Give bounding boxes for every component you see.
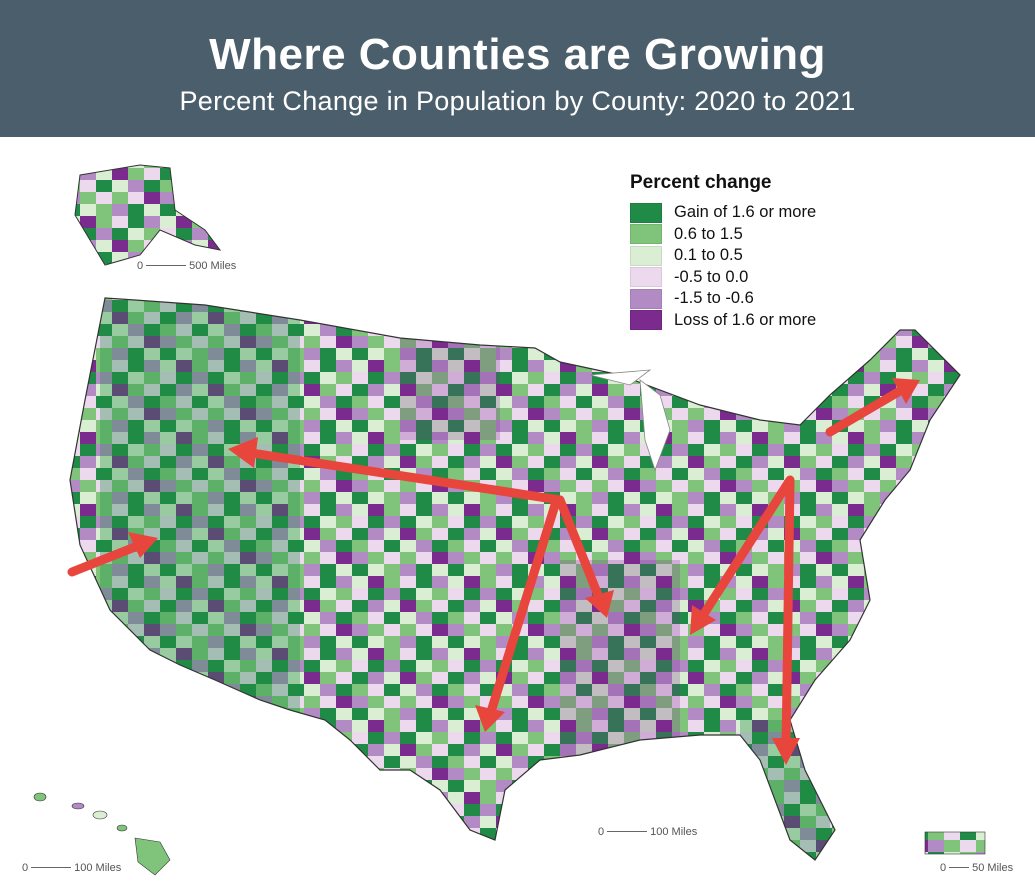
legend-item: -0.5 to 0.0 bbox=[630, 267, 890, 289]
legend-item: -1.5 to -0.6 bbox=[630, 288, 890, 310]
arrow-to-florida bbox=[781, 477, 795, 753]
scale-alaska: 0 500 Miles bbox=[137, 260, 237, 272]
legend-item: 0.1 to 0.5 bbox=[630, 245, 890, 267]
map-svg bbox=[33, 164, 986, 876]
us-outline bbox=[69, 297, 961, 861]
legend-label: Gain of 1.6 or more bbox=[674, 203, 817, 222]
arrow-to-nevada bbox=[67, 540, 145, 577]
arrow-to-tennessee-east bbox=[695, 475, 795, 625]
scale-conus: 0 100 Miles bbox=[598, 826, 698, 838]
alaska-shape bbox=[74, 164, 222, 266]
growth-arrows bbox=[67, 378, 920, 765]
puerto-rico-shape bbox=[924, 831, 986, 855]
map-area: 0 500 Miles 0 100 Miles 0 100 Miles 0 50 Mil… bbox=[0, 137, 1035, 891]
page-subtitle: Percent Change in Population by County: … bbox=[179, 86, 856, 116]
legend-item: Gain of 1.6 or more bbox=[630, 202, 890, 224]
arrow-to-tennessee-west bbox=[555, 495, 605, 605]
legend-label: 0.1 to 0.5 bbox=[674, 246, 743, 265]
legend: Percent change Gain of 1.6 or more 0.6 t… bbox=[630, 172, 890, 331]
legend-swatch bbox=[630, 202, 662, 223]
contiguous-us bbox=[70, 298, 960, 860]
legend-label: -1.5 to -0.6 bbox=[674, 289, 754, 308]
arrow-to-texas bbox=[485, 500, 560, 720]
scale-hawaii: 0 100 Miles bbox=[22, 862, 122, 874]
scale-puerto-rico: 0 50 Miles bbox=[940, 862, 1014, 874]
lake-superior bbox=[589, 369, 652, 386]
legend-label: -0.5 to 0.0 bbox=[674, 267, 749, 286]
legend-label: Loss of 1.6 or more bbox=[674, 310, 817, 329]
lake-michigan bbox=[639, 379, 671, 472]
legend-swatch bbox=[630, 245, 662, 266]
page-title: Where Counties are Growing bbox=[209, 30, 826, 79]
arrow-to-idaho bbox=[240, 447, 565, 505]
legend-title: Percent change bbox=[630, 172, 772, 193]
hawaii-shape bbox=[33, 792, 171, 876]
header: Where Counties are Growing Percent Chang… bbox=[0, 0, 1035, 137]
legend-swatch bbox=[630, 267, 662, 288]
arrow-to-maine bbox=[825, 383, 910, 437]
legend-item: Loss of 1.6 or more bbox=[630, 310, 890, 332]
legend-swatch bbox=[630, 288, 662, 309]
legend-label: 0.6 to 1.5 bbox=[674, 224, 743, 243]
legend-swatch bbox=[630, 224, 662, 245]
legend-item: 0.6 to 1.5 bbox=[630, 224, 890, 246]
legend-swatch bbox=[630, 310, 662, 331]
